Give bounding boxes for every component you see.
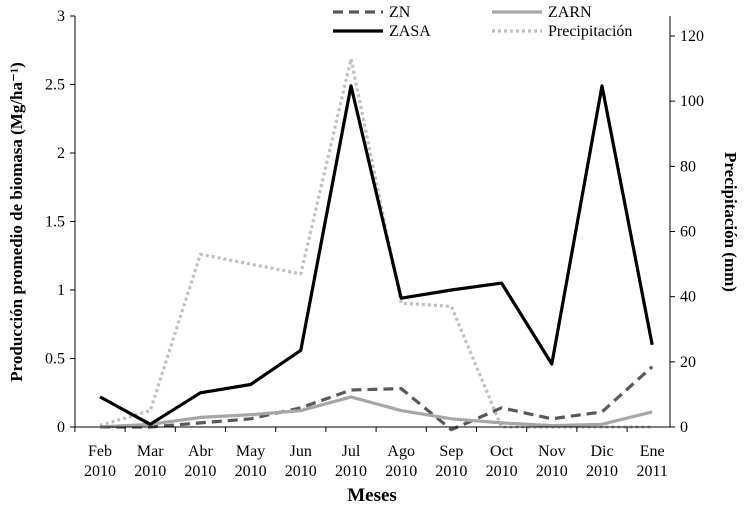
x-tick-label-month: Sep [439,443,463,460]
x-tick-label-month: Jun [290,443,312,460]
y-tick-label-right: 100 [680,93,704,110]
y-axis-title-right: Precipitación (mm) [721,152,740,292]
x-tick-label-month: Ene [640,443,665,460]
y-tick-label-right: 40 [680,289,696,306]
x-tick-label-month: May [236,443,265,460]
y-tick-label-right: 80 [680,158,696,175]
y-tick-label-left: 1.5 [45,214,65,231]
x-tick-label-year: 2010 [335,463,367,480]
series-line-precipitacin [99,57,653,429]
x-tick-label-year: 2010 [84,463,116,480]
y-tick-label-right: 60 [680,224,696,241]
y-tick-label-left: 0 [57,419,65,436]
x-tick-label-month: Jul [342,443,361,460]
x-tick-label-year: 2010 [385,463,417,480]
y-tick-label-left: 2 [57,145,65,162]
series-line-zarn [99,395,653,429]
legend-label: ZARN [548,4,592,21]
x-tick-label-year: 2010 [586,463,618,480]
x-tick-label-month: Dic [590,443,613,460]
x-tick-label-month: Feb [88,443,112,460]
y-tick-label-left: 2.5 [45,77,65,94]
x-tick-label-month: Ago [387,443,415,460]
x-tick-label-year: 2011 [636,463,667,480]
y-tick-label-right: 0 [680,419,688,436]
x-tick-label-year: 2010 [235,463,267,480]
x-tick-label-month: Abr [188,443,214,460]
x-tick-label-year: 2010 [134,463,166,480]
y-tick-label-right: 20 [680,354,696,371]
legend-label: Precipitación [548,23,632,40]
y-axis-title-left: Producción promedio de biomasa (Mg/ha⁻¹) [7,62,26,381]
x-tick-label-month: Mar [137,443,164,460]
x-tick-label-month: Oct [490,443,514,460]
series-line-zn [100,365,654,432]
x-tick-label-year: 2010 [435,463,467,480]
y-tick-label-left: 3 [57,8,65,25]
x-tick-label-month: Nov [538,443,566,460]
x-tick-label-year: 2010 [536,463,568,480]
legend-label: ZN [389,4,411,21]
y-tick-label-left: 0.5 [45,351,65,368]
x-tick-label-year: 2010 [285,463,317,480]
x-tick-label-year: 2010 [184,463,216,480]
x-axis-title: Meses [347,485,397,506]
x-tick-label-year: 2010 [486,463,518,480]
y-tick-label-right: 120 [680,28,704,45]
series-line-zasa [99,84,654,426]
legend-label: ZASA [389,23,431,40]
y-tick-label-left: 1 [57,282,65,299]
